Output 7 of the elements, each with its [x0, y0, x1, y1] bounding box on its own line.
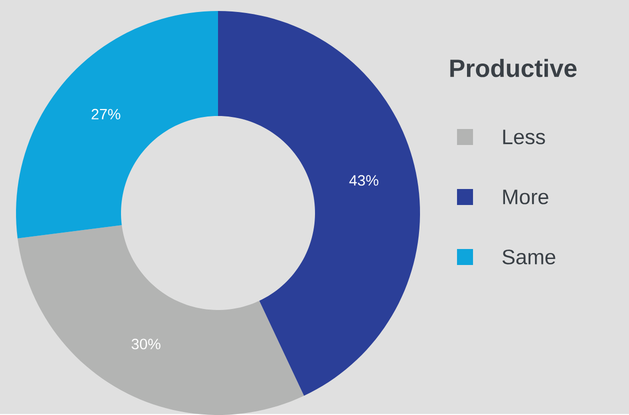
data-label: 43%: [349, 175, 378, 186]
legend-label: More: [503, 190, 548, 204]
legend-label: Less: [503, 130, 545, 144]
legend-title: Productive: [450, 58, 577, 78]
data-label: 27%: [92, 108, 120, 120]
data-label: 30%: [132, 338, 160, 350]
legend-label: Same: [502, 250, 556, 264]
